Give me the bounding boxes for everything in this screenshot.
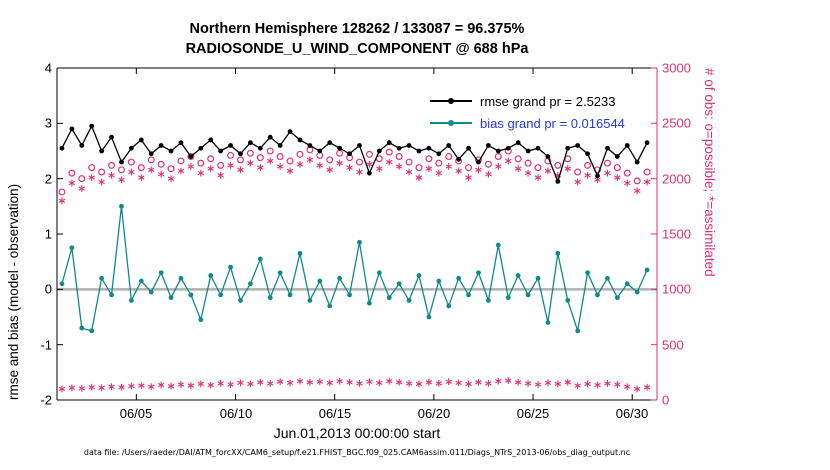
y-left-tick-4: 4 <box>44 60 52 76</box>
legend-row-rmse: rmse grand pr = 2.5233 <box>430 90 625 112</box>
y-left-tick-0: 0 <box>44 281 52 297</box>
y-left-tick-3: 3 <box>44 115 52 131</box>
legend-row-bias: bias grand pr = 0.016544 <box>430 112 625 134</box>
y-right-tick-0: 0 <box>662 392 670 408</box>
x-tick-0630: 06/30 <box>615 406 649 421</box>
bias-line-marker-icon <box>430 118 472 128</box>
legend-bias-label: bias grand pr = 0.016544 <box>480 115 625 131</box>
y-right-tick-1500: 1500 <box>662 226 691 242</box>
y-left-tick-m1: -1 <box>40 337 52 353</box>
legend-rmse-label: rmse grand pr = 2.5233 <box>480 93 616 109</box>
x-tick-0620: 06/20 <box>417 406 451 421</box>
right-axis-label: # of obs: o=possible; *=assimilated <box>702 68 717 277</box>
x-tick-0625: 06/25 <box>516 406 550 421</box>
data-file-caption: data file: /Users/raeder/DAI/ATM_forcXX/… <box>83 448 631 457</box>
y-left-tick-2: 2 <box>44 171 52 187</box>
chart-title-line2: RADIOSONDE_U_WIND_COMPONENT @ 688 hPa <box>185 41 529 57</box>
chart-title-line1: Northern Hemisphere 128262 / 133087 = 96… <box>189 21 525 37</box>
x-tick-0605: 06/05 <box>119 406 153 421</box>
legend: rmse grand pr = 2.5233 bias grand pr = 0… <box>430 90 625 134</box>
y-left-tick-1: 1 <box>44 226 52 242</box>
y-right-tick-3000: 3000 <box>662 60 691 76</box>
x-axis-label: Jun.01,2013 00:00:00 start <box>273 425 441 441</box>
y-right-tick-2500: 2500 <box>662 115 691 131</box>
y-right-tick-2000: 2000 <box>662 171 691 187</box>
x-tick-0615: 06/15 <box>318 406 352 421</box>
x-tick-0610: 06/10 <box>219 406 253 421</box>
rmse-line-marker-icon <box>430 96 472 106</box>
y-right-tick-1000: 1000 <box>662 281 691 297</box>
y-left-tick-m2: -2 <box>40 392 52 408</box>
y-right-tick-500: 500 <box>662 337 684 353</box>
